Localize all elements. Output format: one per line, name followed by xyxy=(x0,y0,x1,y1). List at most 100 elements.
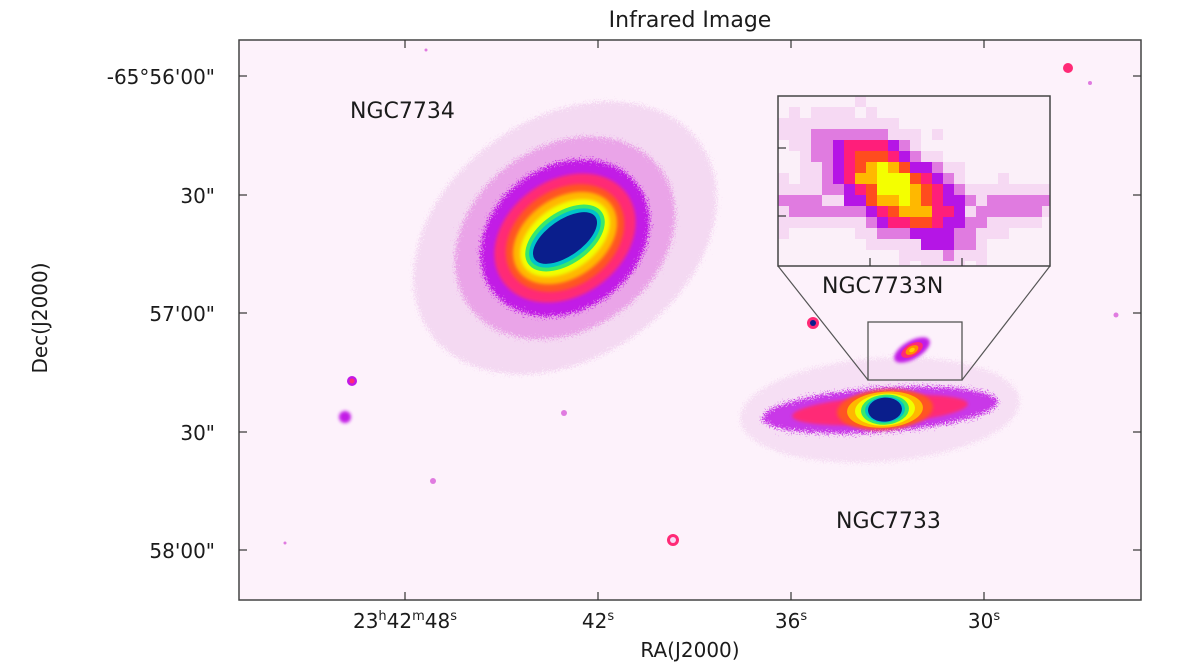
y-tick-label: 58'00" xyxy=(149,539,215,563)
inset-pixel xyxy=(921,239,932,250)
inset-pixel xyxy=(1020,206,1031,217)
inset-pixel xyxy=(965,239,976,250)
inset-pixel xyxy=(998,206,1009,217)
inset-pixel xyxy=(789,206,800,217)
inset-pixel xyxy=(954,239,965,250)
inset-pixel xyxy=(811,140,822,151)
inset-pixel xyxy=(910,206,921,217)
inset-pixel xyxy=(954,250,965,261)
field-stars xyxy=(283,48,1119,546)
inset-pixel xyxy=(954,184,965,195)
inset-pixel xyxy=(822,151,833,162)
label-ngc7733n: NGC7733N xyxy=(822,274,943,299)
inset-pixel xyxy=(965,206,976,217)
y-axis-label: Dec(J2000) xyxy=(28,262,52,373)
inset-pixel xyxy=(811,129,822,140)
inset-pixel xyxy=(943,206,954,217)
label-ngc7734: NGC7734 xyxy=(350,99,455,124)
inset-pixel xyxy=(811,118,822,129)
inset-pixel xyxy=(833,184,844,195)
inset-pixel xyxy=(899,151,910,162)
inset-pixel xyxy=(866,162,877,173)
inset-pixel xyxy=(855,96,866,107)
inset-pixel xyxy=(1031,217,1042,228)
inset-pixel xyxy=(866,217,877,228)
inset-pixel xyxy=(932,184,943,195)
inset-pixel xyxy=(800,206,811,217)
inset-pixel xyxy=(921,261,932,266)
inset-pixel xyxy=(844,118,855,129)
inset-pixel xyxy=(910,250,921,261)
inset-pixel xyxy=(910,129,921,140)
x-tick-label: 36s xyxy=(775,609,807,633)
inset-pixel xyxy=(943,184,954,195)
inset-pixel xyxy=(877,151,888,162)
inset-pixel xyxy=(1020,195,1031,206)
inset-pixel xyxy=(899,206,910,217)
inset-pixel xyxy=(778,206,789,217)
inset-pixel xyxy=(877,206,888,217)
inset-pixel xyxy=(800,140,811,151)
inset-pixel xyxy=(800,184,811,195)
inset-pixel xyxy=(844,140,855,151)
x-tick-label: 42s xyxy=(582,609,614,633)
inset-pixel xyxy=(921,217,932,228)
inset-pixel xyxy=(888,217,899,228)
inset-pixel xyxy=(833,151,844,162)
inset-pixel xyxy=(921,162,932,173)
inset-pixel xyxy=(866,184,877,195)
inset-pixel xyxy=(778,217,789,228)
inset-pixel xyxy=(811,184,822,195)
inset-pixel xyxy=(789,140,800,151)
inset-pixel xyxy=(899,184,910,195)
inset-pixel xyxy=(855,195,866,206)
inset-pixel xyxy=(976,195,987,206)
inset-pixel xyxy=(899,129,910,140)
inset-pixel xyxy=(800,162,811,173)
inset-pixel xyxy=(789,118,800,129)
inset-pixel xyxy=(910,140,921,151)
inset-pixel xyxy=(899,195,910,206)
inset-pixel xyxy=(1042,184,1050,195)
inset-pixel xyxy=(844,107,855,118)
inset-pixel xyxy=(877,184,888,195)
inset-pixel xyxy=(932,217,943,228)
label-ngc7733: NGC7733 xyxy=(836,509,941,534)
inset-pixel xyxy=(910,239,921,250)
inset-pixel xyxy=(888,162,899,173)
inset-pixel xyxy=(833,140,844,151)
zoom-connector-left xyxy=(777,265,869,381)
inset-pixel xyxy=(789,217,800,228)
inset-pixel xyxy=(932,206,943,217)
inset-pixel xyxy=(855,151,866,162)
y-tick-label: 57'00" xyxy=(149,302,215,326)
inset-pixel xyxy=(943,162,954,173)
inset-pixel xyxy=(866,173,877,184)
inset-pixel xyxy=(954,162,965,173)
inset-pixel xyxy=(822,173,833,184)
inset-pixel xyxy=(1009,217,1020,228)
inset-pixel xyxy=(910,184,921,195)
inset-pixel xyxy=(866,206,877,217)
inset-pixel xyxy=(888,140,899,151)
inset-pixel xyxy=(833,195,844,206)
inset-pixel xyxy=(877,228,888,239)
inset-pixel xyxy=(811,195,822,206)
inset-pixel xyxy=(965,228,976,239)
inset-pixel xyxy=(998,173,1009,184)
inset-pixel xyxy=(833,217,844,228)
inset-pixel xyxy=(822,140,833,151)
inset-pixel xyxy=(800,151,811,162)
inset-pixel xyxy=(976,206,987,217)
inset-pixel xyxy=(1042,206,1050,217)
y-tick-label: -65°56'00" xyxy=(107,65,215,89)
inset-pixel xyxy=(899,173,910,184)
inset-pixel xyxy=(800,129,811,140)
inset-pixel xyxy=(921,184,932,195)
inset-pixel xyxy=(800,217,811,228)
inset-pixel xyxy=(1020,217,1031,228)
plot-frame xyxy=(238,39,1142,601)
inset-pixel xyxy=(844,129,855,140)
zoom-connector-right xyxy=(961,265,1051,381)
